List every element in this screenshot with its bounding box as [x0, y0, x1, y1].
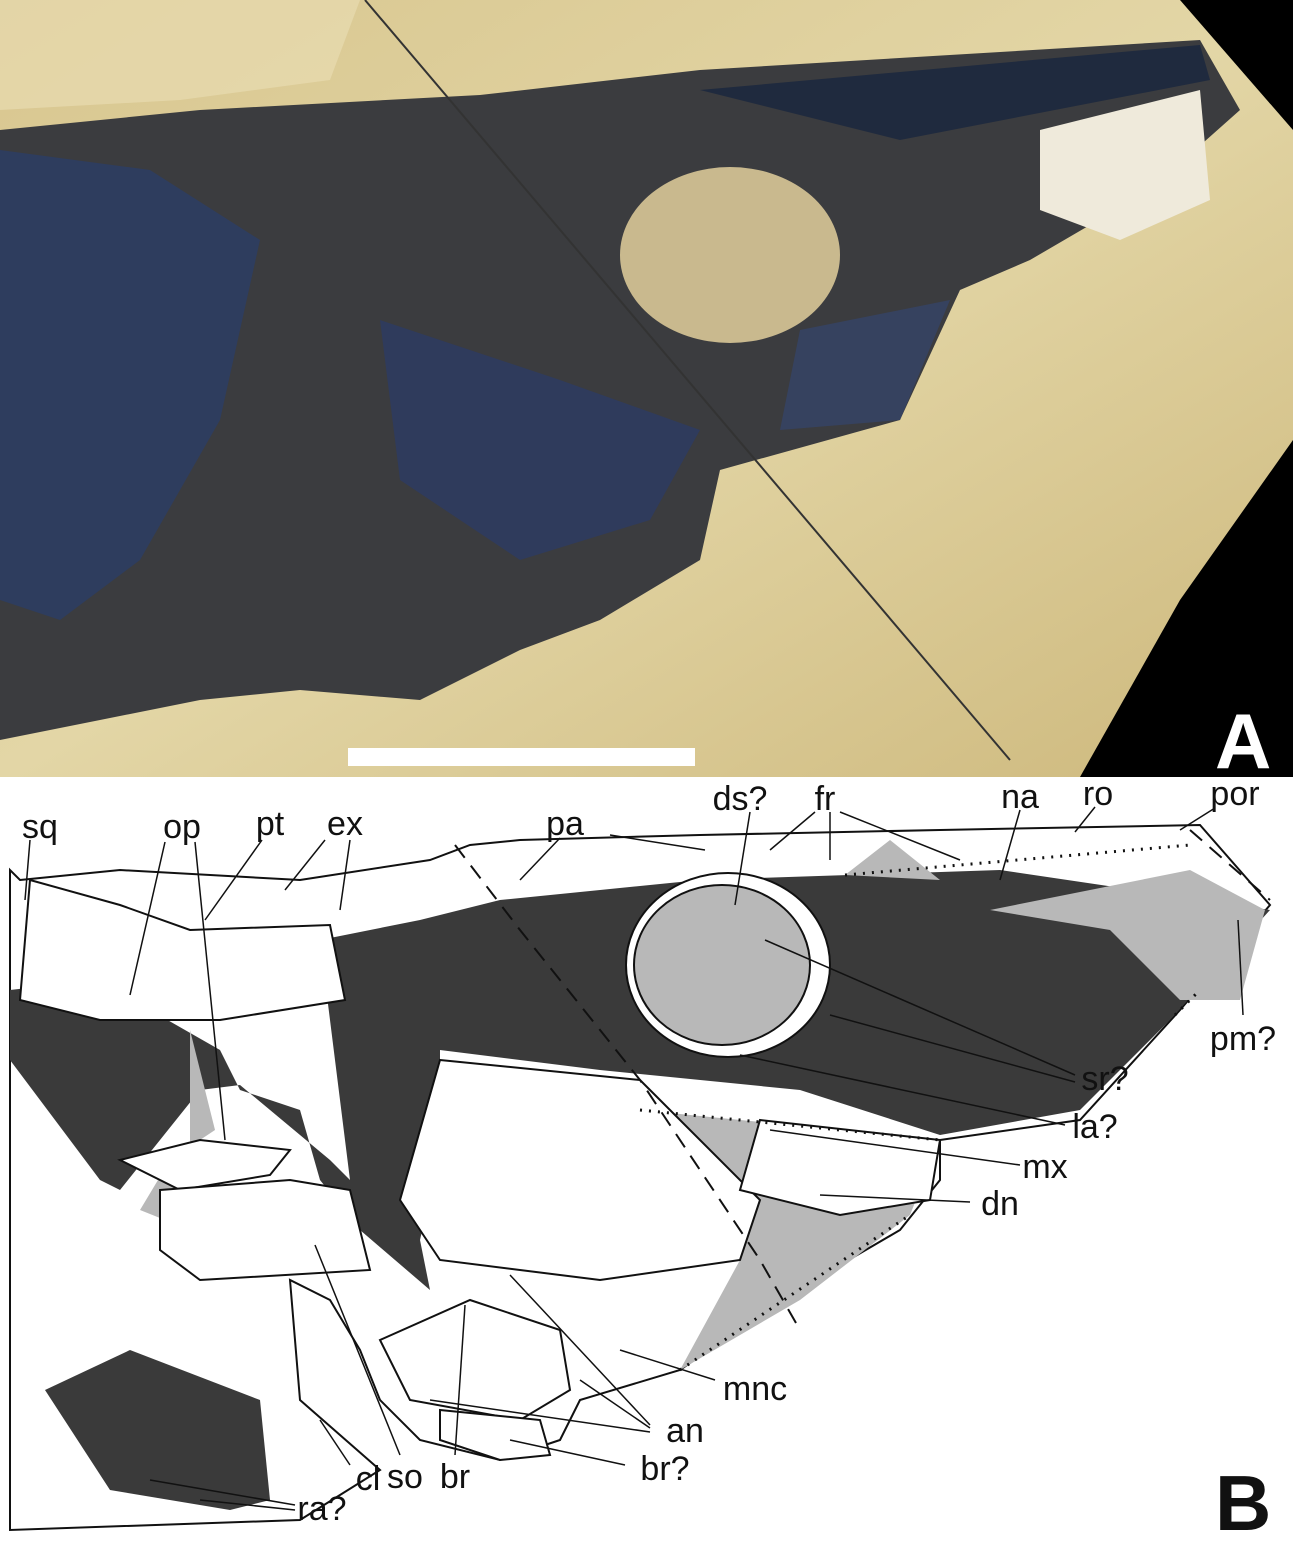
orbit: [634, 885, 810, 1045]
anatomical-label: ra?: [297, 1490, 346, 1528]
panel-a: A: [0, 0, 1293, 785]
anatomical-label: cl: [356, 1460, 381, 1498]
panel-letter: B: [1215, 1459, 1271, 1542]
anatomical-label: pm?: [1210, 1020, 1276, 1058]
anatomical-label: br: [440, 1458, 470, 1496]
anatomical-label: an: [666, 1412, 704, 1450]
anatomical-label: ds?: [713, 780, 768, 818]
anatomical-label: so: [387, 1458, 423, 1496]
anatomical-label: op: [163, 808, 201, 846]
orbit: [620, 167, 840, 343]
anatomical-label: na: [1001, 778, 1039, 816]
anatomical-label: pa: [546, 805, 584, 843]
anatomical-label: br?: [640, 1450, 689, 1488]
panel-letter: A: [1215, 697, 1271, 785]
anatomical-label: por: [1210, 775, 1259, 813]
anatomical-label: sr?: [1081, 1060, 1128, 1098]
anatomical-label: fr: [815, 780, 836, 818]
cheek-bone: [160, 1180, 370, 1280]
anatomical-label: ro: [1083, 775, 1113, 813]
anatomical-label: ex: [327, 805, 363, 843]
figure: A: [0, 0, 1293, 1542]
anatomical-label: mx: [1022, 1148, 1067, 1186]
anatomical-label: sq: [22, 808, 58, 846]
scale-bar: [348, 748, 695, 766]
anatomical-label: la?: [1072, 1108, 1117, 1146]
anatomical-label: pt: [256, 805, 285, 843]
anatomical-label: mnc: [723, 1370, 787, 1408]
anatomical-label: dn: [981, 1185, 1019, 1223]
